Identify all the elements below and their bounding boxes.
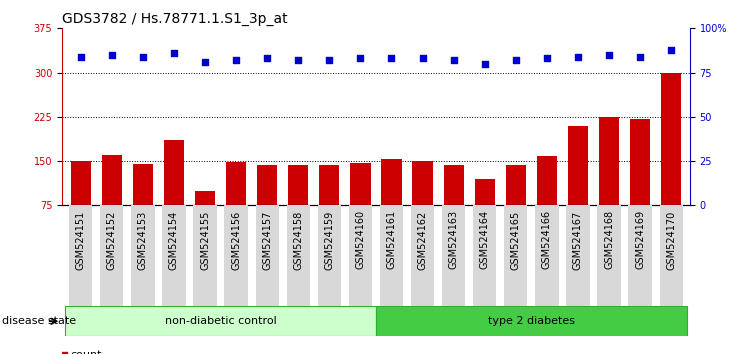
Text: GSM524170: GSM524170 [666, 210, 676, 270]
FancyBboxPatch shape [65, 306, 376, 336]
FancyBboxPatch shape [442, 205, 465, 306]
Text: GSM524153: GSM524153 [138, 210, 148, 270]
Text: GSM524151: GSM524151 [76, 210, 85, 270]
Point [447, 57, 459, 63]
Text: GSM524161: GSM524161 [386, 210, 396, 269]
Bar [350, 163, 371, 250]
FancyBboxPatch shape [411, 205, 434, 306]
Point [355, 56, 366, 61]
Text: count: count [71, 350, 102, 354]
Point [261, 56, 273, 61]
FancyBboxPatch shape [473, 205, 496, 306]
FancyBboxPatch shape [597, 205, 620, 306]
Point [385, 56, 397, 61]
Bar [381, 159, 402, 250]
Text: GSM524166: GSM524166 [542, 210, 552, 269]
FancyBboxPatch shape [193, 205, 217, 306]
FancyBboxPatch shape [376, 306, 687, 336]
Text: GSM524157: GSM524157 [262, 210, 272, 270]
Point [230, 57, 242, 63]
Bar [319, 165, 339, 250]
FancyBboxPatch shape [629, 205, 652, 306]
Text: GSM524159: GSM524159 [324, 210, 334, 270]
Bar [537, 156, 557, 250]
Point [199, 59, 211, 65]
Point [417, 56, 429, 61]
Bar [164, 141, 184, 250]
FancyBboxPatch shape [349, 205, 372, 306]
Text: GSM524165: GSM524165 [511, 210, 520, 270]
Point [293, 57, 304, 63]
Text: disease state: disease state [2, 316, 77, 326]
FancyBboxPatch shape [255, 205, 279, 306]
Text: type 2 diabetes: type 2 diabetes [488, 316, 575, 326]
FancyBboxPatch shape [566, 205, 590, 306]
Bar [412, 161, 433, 250]
FancyBboxPatch shape [287, 205, 310, 306]
Text: GSM524164: GSM524164 [480, 210, 490, 269]
Text: GSM524160: GSM524160 [356, 210, 366, 269]
FancyBboxPatch shape [131, 205, 155, 306]
Point [479, 61, 491, 67]
Text: GSM524156: GSM524156 [231, 210, 241, 270]
Point [137, 54, 149, 59]
FancyBboxPatch shape [69, 205, 93, 306]
Text: GSM524169: GSM524169 [635, 210, 645, 269]
Bar [599, 117, 619, 250]
Text: GSM524152: GSM524152 [107, 210, 117, 270]
Point [510, 57, 522, 63]
FancyBboxPatch shape [162, 205, 185, 306]
FancyBboxPatch shape [504, 205, 528, 306]
Text: GSM524154: GSM524154 [169, 210, 179, 270]
FancyBboxPatch shape [100, 205, 123, 306]
Bar [444, 165, 464, 250]
Bar [568, 126, 588, 250]
Bar [661, 73, 681, 250]
Point [168, 50, 180, 56]
Text: GSM524158: GSM524158 [293, 210, 303, 270]
Bar [195, 190, 215, 250]
Point [323, 57, 335, 63]
Point [572, 54, 584, 59]
Text: GSM524167: GSM524167 [573, 210, 583, 270]
Point [106, 52, 118, 58]
Text: GSM524162: GSM524162 [418, 210, 428, 270]
FancyBboxPatch shape [318, 205, 341, 306]
Text: GDS3782 / Hs.78771.1.S1_3p_at: GDS3782 / Hs.78771.1.S1_3p_at [62, 12, 288, 26]
Text: GSM524163: GSM524163 [449, 210, 458, 269]
Point [665, 47, 677, 52]
Point [634, 54, 646, 59]
Text: GSM524155: GSM524155 [200, 210, 210, 270]
Bar [474, 179, 495, 250]
FancyBboxPatch shape [659, 205, 683, 306]
Bar [506, 165, 526, 250]
Point [75, 54, 87, 59]
FancyBboxPatch shape [535, 205, 558, 306]
Text: non-diabetic control: non-diabetic control [165, 316, 277, 326]
Bar [257, 165, 277, 250]
Bar [71, 161, 91, 250]
Point [541, 56, 553, 61]
Point [603, 52, 615, 58]
Bar [226, 162, 246, 250]
Bar [101, 155, 122, 250]
FancyBboxPatch shape [380, 205, 403, 306]
Bar [630, 119, 650, 250]
FancyBboxPatch shape [224, 205, 247, 306]
Text: GSM524168: GSM524168 [604, 210, 614, 269]
Bar [133, 164, 153, 250]
Bar [288, 165, 308, 250]
